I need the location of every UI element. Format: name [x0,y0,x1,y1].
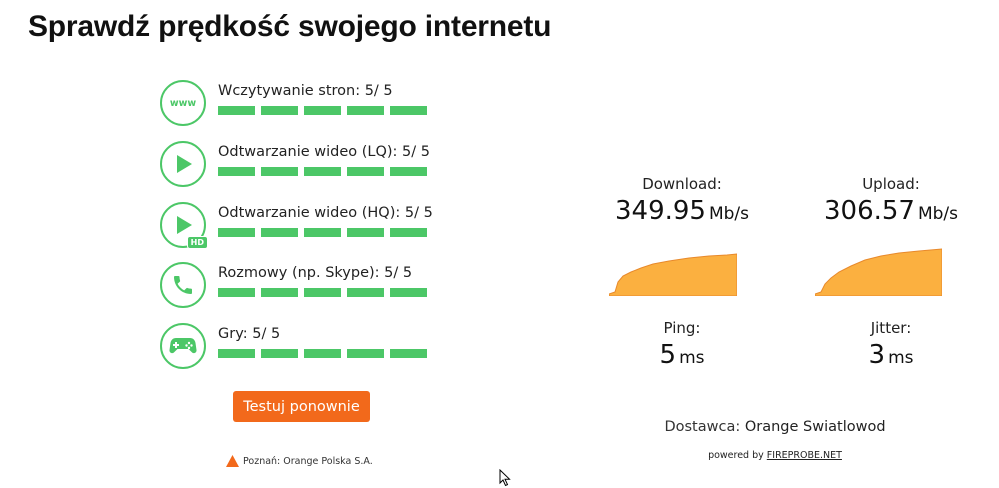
upload-label: Upload: [862,175,920,193]
www-icon: www [160,80,206,126]
location-text: Poznań: Orange Polska S.A. [243,455,373,467]
score-bar [390,106,427,115]
powered-by: powered by FIREPROBE.NET [640,450,910,461]
phone-icon [160,262,206,308]
score-bar [261,106,298,115]
score-bar [304,106,341,115]
score-bar [390,349,427,358]
score-bar [261,288,298,297]
play-hd-icon: HD [160,202,208,249]
score-bar [347,228,384,237]
score-bar [390,288,427,297]
upload-graph [815,248,942,296]
ping-value: 5 [659,340,677,370]
provider-name: Orange Swiatlowod [744,419,886,435]
fireprobe-link[interactable]: FIREPROBE.NET [766,450,842,461]
score-bar [218,228,255,237]
category-label: Gry: 5/ 5 [218,326,281,342]
category-web-browsing: www Wczytywanie stron: 5/ 5 [160,80,440,130]
category-label: Odtwarzanie wideo (HQ): 5/ 5 [218,205,433,221]
download-value: 349.95 [614,196,706,226]
score-bar [347,349,384,358]
score-bar [261,349,298,358]
score-bar [304,349,341,358]
score-bar [218,106,255,115]
ping-label: Ping: [663,319,701,337]
score-bars [218,106,427,115]
jitter-value: 3 [868,340,886,370]
score-bar [304,288,341,297]
score-bars [218,349,427,358]
score-bar [390,167,427,176]
download-unit: Mb/s [708,204,750,224]
category-label: Odtwarzanie wideo (LQ): 5/ 5 [218,144,430,160]
download-label: Download: [642,175,722,193]
ping-unit: ms [679,348,705,368]
score-bars [218,228,427,237]
category-games: Gry: 5/ 5 [160,323,440,373]
jitter-unit: ms [888,348,914,368]
download-result: Download: 349.95 Mb/s [597,175,767,226]
score-bar [304,228,341,237]
upload-value: 306.57 [823,196,915,226]
score-bar [304,167,341,176]
provider-prefix: Dostawca: [664,419,741,435]
test-location: Poznań: Orange Polska S.A. [226,455,373,467]
score-bar [218,167,255,176]
provider-info: Dostawca: Orange Swiatlowod [640,419,910,435]
mouse-cursor-icon [499,469,511,487]
score-bar [261,228,298,237]
download-graph [609,253,737,296]
category-calls: Rozmowy (np. Skype): 5/ 5 [160,262,440,312]
triangle-icon [226,455,239,467]
upload-unit: Mb/s [917,204,959,224]
jitter-result: Jitter: 3 ms [806,319,976,370]
ping-result: Ping: 5 ms [597,319,767,370]
score-bar [390,228,427,237]
jitter-label: Jitter: [870,319,912,337]
score-bar [218,288,255,297]
score-bar [261,167,298,176]
category-label: Wczytywanie stron: 5/ 5 [218,83,393,99]
score-bars [218,167,427,176]
category-video-hq: HD Odtwarzanie wideo (HQ): 5/ 5 [160,202,440,252]
hd-badge: HD [186,236,208,249]
gamepad-icon [160,323,206,369]
score-bar [218,349,255,358]
powered-prefix: powered by [708,450,764,461]
retest-button[interactable]: Testuj ponownie [233,391,370,422]
play-icon [160,141,206,187]
page-title: Sprawdź prędkość swojego internetu [28,10,552,43]
score-bar [347,288,384,297]
score-bar [347,106,384,115]
upload-result: Upload: 306.57 Mb/s [806,175,976,226]
score-bars [218,288,427,297]
category-label: Rozmowy (np. Skype): 5/ 5 [218,265,413,281]
category-video-lq: Odtwarzanie wideo (LQ): 5/ 5 [160,141,440,191]
score-bar [347,167,384,176]
